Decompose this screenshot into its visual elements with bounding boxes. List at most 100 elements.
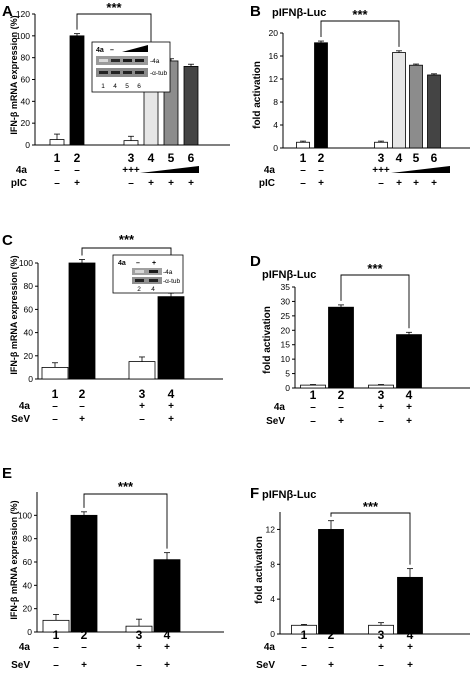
row-sign-b-1-2: + [318,178,324,189]
category-label-e-2: 2 [81,628,88,642]
row-sign-c-1-1: – [52,414,58,425]
category-label-a-6: 6 [188,151,195,165]
significance-bracket-d [340,274,410,329]
panel-letter-d: D [250,253,261,270]
row-sign-d-0-4: + [406,402,412,413]
row-sign-d-1-1: – [310,416,316,427]
panel-letter-c: C [2,232,13,249]
row-sign-f-0-2: – [328,642,334,653]
category-label-f-2: 2 [328,628,335,642]
ytick-label-d-6: 30 [281,296,291,306]
bar-c-2 [68,262,96,380]
row-sign-c-0-4: + [168,401,174,412]
ylabel-f: fold activation [254,536,265,604]
row-sign-f-0-3: + [378,642,384,653]
inset-c-band-label-4a: -4a [163,269,173,276]
category-label-a-2: 2 [74,151,81,165]
inset-a-4a-label: 4a [96,47,104,54]
ytick-label-e-0: 0 [27,627,32,637]
ytick-label-e-1: 20 [23,604,33,614]
ytick-label-f-3: 12 [266,524,276,534]
category-label-a-3: 3 [128,151,135,165]
row-sign-f-1-2: + [328,660,334,671]
ytick-label-c-1: 20 [24,351,34,361]
row-sign-a-0-3: +++ [122,165,140,176]
ytick-label-f-0: 0 [270,629,275,639]
bar-b-5 [409,64,423,149]
ylabel-a: IFN-β mRNA expression (%) [9,15,19,134]
row-sign-c-0-1: – [52,401,58,412]
inset-a-bands [99,59,144,74]
inset-c-band-2 [149,270,158,273]
category-label-c-3: 3 [139,387,146,401]
ytick-label-d-4: 20 [281,325,291,335]
ytick-label-b-0: 0 [273,143,278,153]
category-label-c-4: 4 [168,387,175,401]
inset-c-band-4 [149,279,158,282]
ytick-label-c-5: 100 [19,258,33,268]
ytick-label-d-0: 0 [285,383,290,393]
category-label-f-1: 1 [301,628,308,642]
panel-d: D pIFNβ-Luc fold activation 0 5 10 15 20 25 30… [250,253,470,427]
category-label-b-4: 4 [396,151,403,165]
ytick-label-c-0: 0 [28,374,33,384]
category-label-d-2: 2 [338,388,345,402]
ytick-label-b-3: 12 [269,74,279,84]
row-sign-e-0-3: + [136,642,142,653]
category-label-e-1: 1 [53,628,60,642]
inset-c-4a-label: 4a [118,260,126,267]
significance-bracket-e [83,493,168,549]
ytick-label-f-1: 4 [270,594,275,604]
bar-d-4 [396,334,422,389]
bar-f-2 [318,529,344,635]
ylabel-c: IFN-β mRNA expression (%) [9,255,19,374]
inset-c-minus: – [136,260,140,267]
ytick-label-b-2: 8 [273,97,278,107]
ylabel-e: IFN-β mRNA expression (%) [9,500,19,619]
inset-a-blot-4a [96,56,148,65]
panel-c: C IFN-β mRNA expression (%) 0 20 40 60 80 100… [2,232,223,425]
row-sign-e-1-3: – [136,660,142,671]
row-sign-f-0-4: + [407,642,413,653]
row-sign-a-0-2: – [74,165,80,176]
row-sign-b-1-6: + [431,178,437,189]
row-sign-b-0-1: – [300,165,306,176]
row-sign-c-0-3: + [139,401,145,412]
row-label-f-1: SeV [256,660,275,671]
inset-a-lane-4: 4 [113,83,117,90]
bar-b-3 [374,141,388,149]
row-label-a-0: 4a [16,165,28,176]
ytick-label-a-4: 80 [21,53,31,63]
ytick-label-b-5: 20 [269,28,279,38]
row-sign-f-0-1: – [301,642,307,653]
row-sign-b-0-3: +++ [372,165,390,176]
category-label-a-1: 1 [54,151,61,165]
category-label-e-3: 3 [136,628,143,642]
row-sign-a-1-3: – [128,178,134,189]
bar-b-1 [296,141,310,149]
ytick-label-d-7: 35 [281,282,291,292]
ytick-label-e-5: 100 [18,510,32,520]
significance-bracket-a [76,13,152,42]
panel-a: A IFN-β mRNA expression (%) 0 20 40 60 80 100… [2,0,230,189]
chart-e: 0 20 40 60 80 100 1 2 3 4 4a – – + + SeV – + – + *** [11,479,224,671]
inset-c-blot-4a [132,268,162,275]
bar-e-2 [70,514,98,633]
ytick-label-f-2: 8 [270,559,275,569]
row-sign-f-1-3: – [378,660,384,671]
row-sign-c-1-3: – [139,414,145,425]
bar-f-4 [397,576,423,635]
dose-wedge-b [391,166,450,173]
row-sign-a-0-1: – [54,165,60,176]
panel-letter-f: F [250,485,259,502]
row-sign-d-1-3: – [378,416,384,427]
row-label-d-0: 4a [274,402,286,413]
row-label-a-1: pIC [11,178,27,189]
significance-label-e: *** [118,479,134,494]
inset-a-band-label-4a: -4a [150,58,160,65]
inset-a-band-label-tub: -α-tub [150,70,168,77]
significance-label-a: *** [106,0,122,15]
row-sign-a-1-6: + [188,178,194,189]
